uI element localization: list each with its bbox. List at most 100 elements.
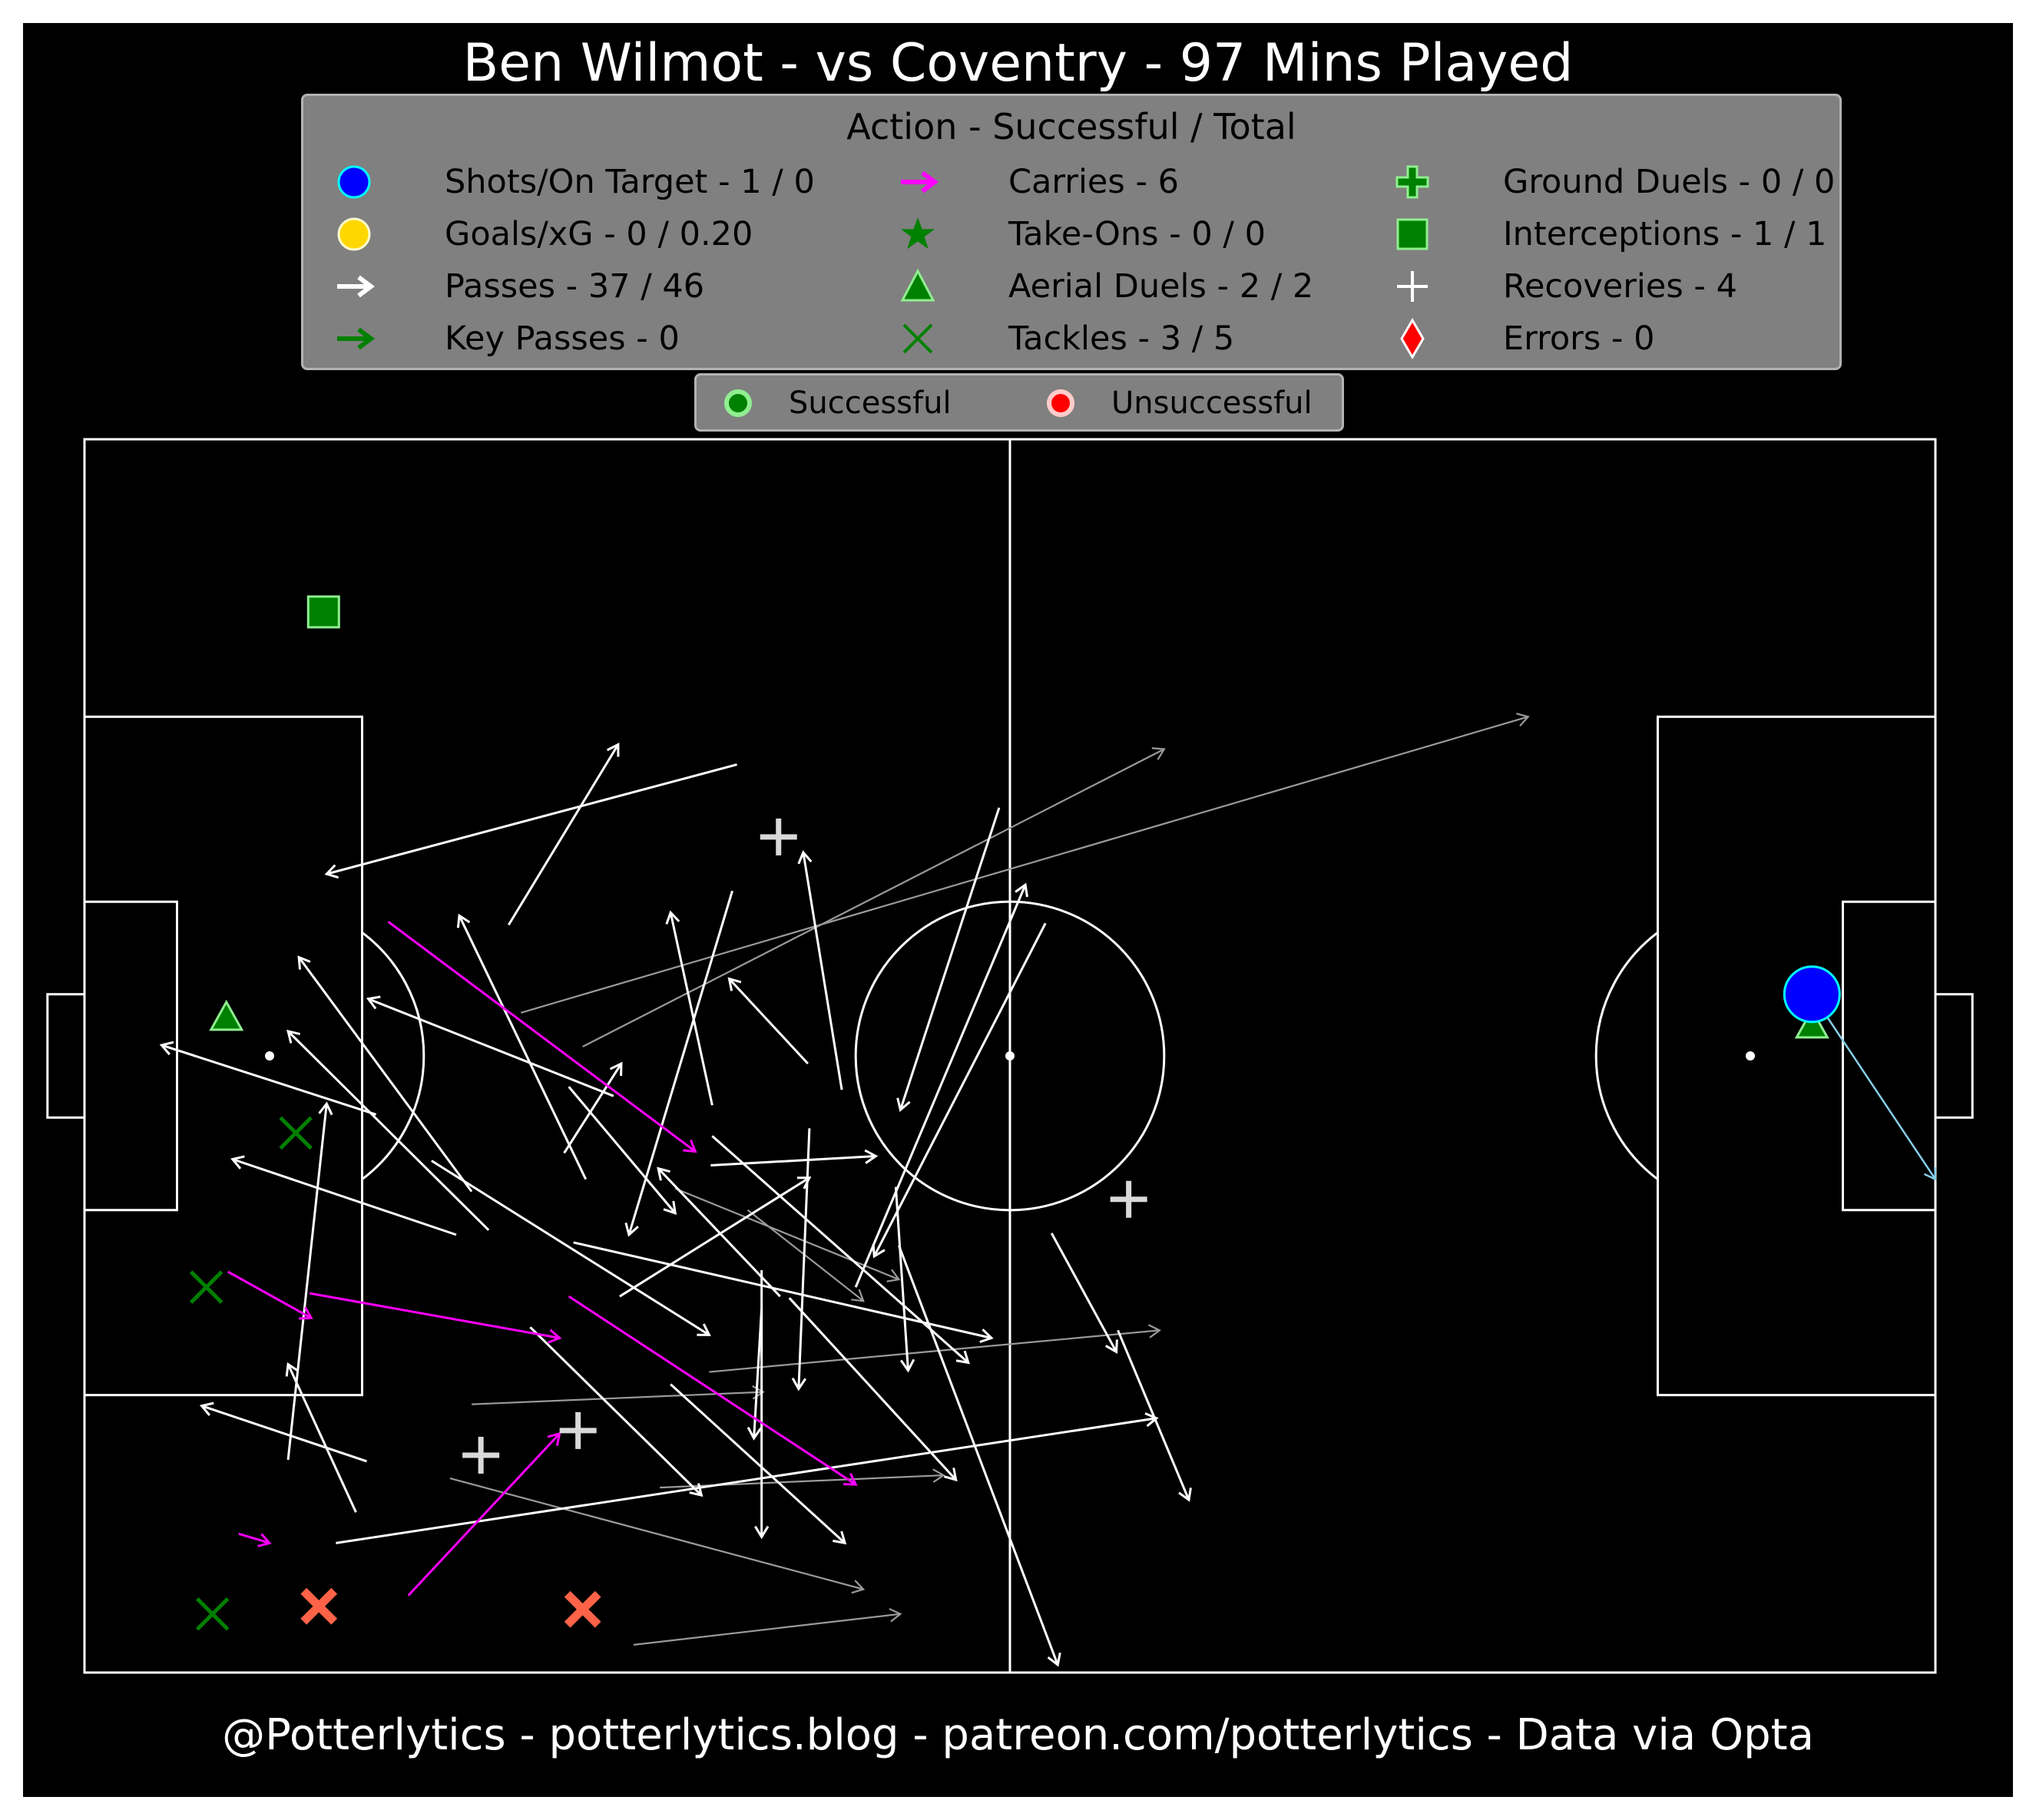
pass-unsuccessful-head xyxy=(1151,747,1166,760)
pass-successful-head xyxy=(791,1377,807,1391)
pass-successful-head xyxy=(606,743,620,757)
recovery-marker xyxy=(462,1436,500,1474)
pass-successful-shaft xyxy=(529,1326,703,1497)
legend-label: Tackles - 3 / 5 xyxy=(1008,319,1235,358)
pass-successful xyxy=(896,807,1001,1112)
right-six-yard-box xyxy=(1842,900,1937,1212)
left-goal xyxy=(46,993,86,1119)
square-icon xyxy=(1396,218,1429,250)
recovery-marker xyxy=(760,818,797,855)
pass-successful-shaft xyxy=(563,1063,623,1154)
successful-dot-icon xyxy=(724,389,752,417)
pass-successful-head xyxy=(665,910,680,925)
pass-successful-head xyxy=(697,1323,711,1336)
legend-label: Shots/On Target - 1 / 0 xyxy=(445,163,815,201)
pass-successful xyxy=(727,977,809,1065)
right-goal xyxy=(1934,993,1974,1119)
pass-successful xyxy=(285,1362,357,1513)
pass-successful xyxy=(230,1155,457,1236)
pass-unsuccessful xyxy=(709,1324,1161,1373)
pass-successful-head xyxy=(754,1525,770,1540)
pass-successful-head xyxy=(747,1427,763,1441)
shot-trajectory-shaft xyxy=(1811,994,1937,1180)
aerial-duel-marker xyxy=(1794,1007,1829,1039)
carry-shaft xyxy=(238,1532,270,1544)
carry xyxy=(387,921,697,1153)
pass-successful xyxy=(324,763,737,879)
right-penalty-spot xyxy=(1746,1051,1755,1061)
pass-successful-head xyxy=(609,1061,623,1077)
pass-successful-shaft xyxy=(802,852,843,1090)
left-penalty-box xyxy=(83,715,363,1397)
pass-unsuccessful xyxy=(449,1477,866,1594)
pass-successful xyxy=(336,1412,1159,1544)
pass-successful-head xyxy=(896,1097,911,1112)
carry xyxy=(407,1431,561,1597)
pass-successful-head xyxy=(955,1350,970,1365)
event-marks xyxy=(159,595,1937,1667)
pass-successful xyxy=(619,1176,812,1298)
carry-shaft xyxy=(387,921,697,1153)
pass-successful xyxy=(665,910,713,1106)
pass-successful-head xyxy=(159,1041,174,1056)
pass-successful-head xyxy=(1015,882,1028,898)
pass-successful-head xyxy=(979,1329,994,1343)
carry-head xyxy=(548,1329,562,1344)
right-penalty-arc xyxy=(1594,932,1659,1180)
pass-successful-shaft xyxy=(897,1245,1059,1666)
pass-successful-head xyxy=(727,977,742,991)
pass-successful-shaft xyxy=(286,1104,328,1461)
tackle-successful-marker xyxy=(189,1270,223,1304)
pass-successful xyxy=(897,1245,1061,1667)
pass-unsuccessful-shaft xyxy=(660,1474,944,1489)
pass-arrow-icon xyxy=(337,275,375,298)
pass-unsuccessful-shaft xyxy=(674,1187,899,1281)
pass-successful-shaft xyxy=(854,884,1027,1288)
pass-unsuccessful-shaft xyxy=(472,1391,763,1405)
pass-successful-head xyxy=(230,1155,245,1170)
pass-successful-shaft xyxy=(627,890,733,1236)
outcome-label: Unsuccessful xyxy=(1111,386,1313,421)
pass-successful-head xyxy=(657,1166,670,1181)
outcome-label: Successful xyxy=(789,386,952,421)
left-penalty-spot xyxy=(265,1051,274,1061)
pass-unsuccessful-shaft xyxy=(449,1477,864,1590)
pass-successful xyxy=(710,1149,879,1167)
carry-head xyxy=(299,1306,313,1320)
pass-successful-head xyxy=(286,1029,301,1044)
carry-head xyxy=(843,1472,858,1486)
pass-successful-shaft xyxy=(711,1135,969,1364)
legend-label: Ground Duels - 0 / 0 xyxy=(1503,163,1836,201)
footer-credit: @Potterlytics - potterlytics.blog - patr… xyxy=(222,1710,1814,1760)
legend-title: Action - Successful / Total xyxy=(846,106,1296,147)
pass-successful-head xyxy=(872,1243,886,1259)
carry-head xyxy=(683,1140,697,1153)
pass-successful xyxy=(797,850,843,1090)
pass-successful xyxy=(286,1029,490,1231)
shots-circle-icon xyxy=(337,165,371,199)
pass-unsuccessful-head xyxy=(1516,713,1530,726)
pass-unsuccessful xyxy=(633,1607,902,1646)
pass-successful-head xyxy=(864,1149,879,1164)
action-legend: Action - Successful / Total Shots/On Tar… xyxy=(301,94,1842,370)
pass-successful-head xyxy=(285,1362,300,1377)
shot-trajectory-head xyxy=(1923,1166,1937,1181)
unsuccessful-dot-icon xyxy=(1047,389,1074,417)
pass-successful xyxy=(573,1241,994,1343)
carry xyxy=(309,1292,562,1344)
pass-successful xyxy=(159,1041,377,1116)
pass-successful-shaft xyxy=(619,1176,810,1298)
pass-unsuccessful xyxy=(582,747,1166,1047)
pass-successful-shaft xyxy=(326,763,737,875)
pass-successful xyxy=(657,1166,781,1298)
legend-label: Take-Ons - 0 / 0 xyxy=(1008,215,1266,253)
tackle-successful-marker xyxy=(279,1116,313,1150)
chart-title: Ben Wilmot - vs Coventry - 97 Mins Playe… xyxy=(462,33,1574,94)
pass-successful-head xyxy=(797,850,813,865)
legend-label: Carries - 6 xyxy=(1008,163,1179,201)
pass-successful-head xyxy=(318,1101,333,1116)
pass-successful xyxy=(747,1309,763,1441)
pass-successful-shaft xyxy=(899,807,1001,1110)
carry xyxy=(568,1295,858,1486)
recovery-marker xyxy=(1110,1180,1147,1218)
